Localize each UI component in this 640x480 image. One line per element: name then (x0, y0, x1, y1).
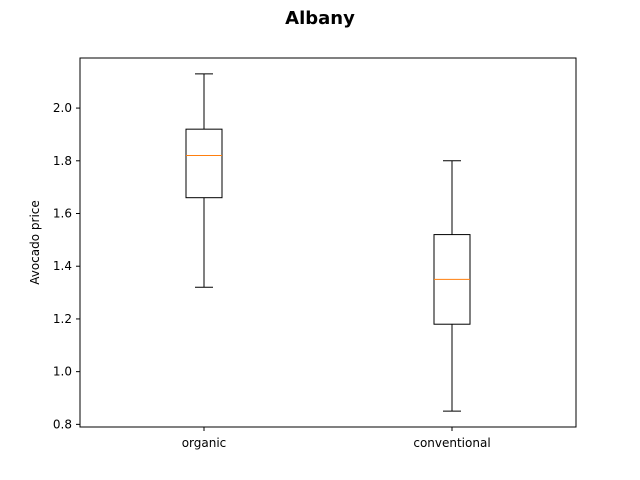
box-organic (185, 128, 223, 199)
y-tick-label: 1.0 (53, 365, 72, 379)
y-tick-label: 1.4 (53, 259, 72, 273)
plot-frame (79, 57, 577, 428)
y-tick-label: 2.0 (53, 101, 72, 115)
y-tick-label: 1.2 (53, 312, 72, 326)
chart-title: Albany (285, 8, 355, 29)
x-tick-label: organic (182, 436, 227, 450)
y-axis-label: Avocado price (28, 200, 42, 285)
y-tick-label: 1.6 (53, 207, 72, 221)
y-tick-label: 0.8 (53, 417, 72, 431)
y-tick-label: 1.8 (53, 154, 72, 168)
x-tick-label: conventional (413, 436, 490, 450)
